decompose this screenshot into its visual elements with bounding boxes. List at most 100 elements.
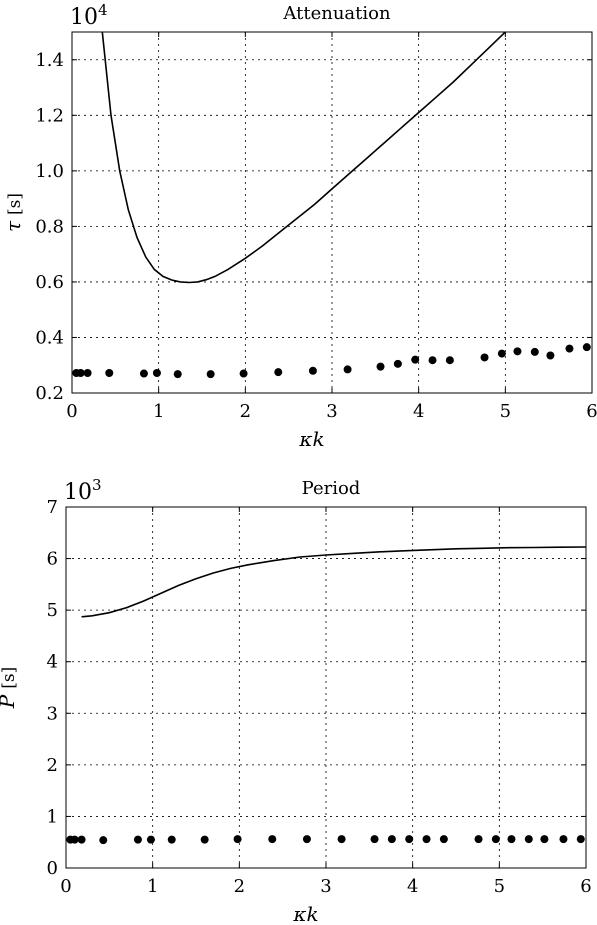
attenuation-x-tick-label: 0: [66, 401, 77, 422]
period-data-point: [200, 835, 209, 844]
period-y-axis-label: P [s]: [0, 667, 19, 709]
period-y-tick-label: 3: [47, 703, 58, 724]
period-y-tick-label: 1: [47, 806, 58, 827]
attenuation-data-point: [139, 369, 148, 378]
period-data-point: [474, 835, 483, 844]
period-data-point: [405, 835, 414, 844]
attenuation-data-point: [411, 355, 420, 364]
period-data-point: [337, 835, 346, 844]
attenuation-data-point: [428, 356, 437, 365]
attenuation-panel: 0 1 2 3 4 5 6 0.2 0.4 0.6 0.8 1.0 1.2 1.4 Attenuation…: [1, 1, 597, 451]
attenuation-x-tick-label: 4: [413, 401, 424, 422]
period-curve: [81, 546, 586, 618]
attenuation-data-point: [445, 356, 454, 365]
attenuation-data-point: [497, 349, 506, 358]
attenuation-scale-label: 104: [70, 1, 108, 30]
period-scale-exp: 3: [92, 476, 102, 494]
period-data-point: [146, 835, 155, 844]
period-x-tick-label: 6: [580, 876, 591, 897]
period-x-axis-label: κk: [292, 902, 318, 925]
period-data-point: [370, 835, 379, 844]
attenuation-ticks: 0 1 2 3 4 5 6 0.2 0.4 0.6 0.8 1.0 1.2 1.4: [35, 32, 597, 422]
period-y-tick-label: 7: [47, 497, 58, 518]
attenuation-y-axis-label: τ [s]: [1, 193, 25, 232]
attenuation-y-tick-label: 1.4: [35, 50, 64, 71]
period-y-tick-label: 0: [47, 858, 58, 879]
period-y-tick-label: 5: [47, 600, 58, 621]
attenuation-data-point: [565, 344, 574, 353]
attenuation-grid: [72, 32, 592, 393]
period-data-point: [524, 835, 533, 844]
attenuation-data-point: [105, 369, 114, 378]
period-data-point: [133, 835, 142, 844]
attenuation-x-tick-label: 2: [240, 401, 251, 422]
period-x-tick-label: 0: [60, 876, 71, 897]
period-data-point: [576, 835, 585, 844]
period-y-symbol: P: [0, 694, 19, 709]
period-data-point: [559, 835, 568, 844]
attenuation-x-tick-label: 5: [500, 401, 511, 422]
period-y-unit: [s]: [0, 667, 19, 689]
attenuation-data-point: [480, 353, 489, 362]
period-data-point: [77, 835, 86, 844]
attenuation-y-unit: [s]: [5, 193, 25, 215]
attenuation-data-point: [206, 370, 215, 379]
period-data-point: [70, 835, 79, 844]
attenuation-y-tick-label: 0.2: [35, 383, 64, 404]
attenuation-y-tick-label: 0.8: [35, 216, 64, 237]
period-data-point: [233, 835, 242, 844]
attenuation-data-point: [546, 351, 555, 360]
period-data-point: [540, 835, 549, 844]
period-y-tick-label: 6: [47, 549, 58, 570]
period-data-point: [167, 835, 176, 844]
attenuation-x-axis-label: κk: [298, 427, 324, 451]
attenuation-y-tick-label: 0.4: [35, 327, 64, 348]
attenuation-x-tick-label: 6: [586, 401, 597, 422]
attenuation-curve: [101, 32, 506, 284]
period-x-tick-label: 3: [320, 876, 331, 897]
period-data-point: [507, 835, 516, 844]
attenuation-x-tick-label: 1: [153, 401, 164, 422]
period-y-tick-label: 4: [47, 652, 58, 673]
period-data-point: [268, 835, 277, 844]
attenuation-scale-exp: 4: [98, 1, 108, 19]
attenuation-data-point: [376, 362, 385, 371]
attenuation-x-tick-label: 3: [326, 401, 337, 422]
attenuation-y-tick-label: 0.6: [35, 272, 64, 293]
attenuation-data-point: [152, 369, 161, 378]
attenuation-title: Attenuation: [282, 3, 391, 24]
attenuation-data-point: [530, 347, 539, 356]
attenuation-data-point: [239, 369, 248, 378]
attenuation-data-point: [83, 369, 92, 378]
period-x-tick-label: 2: [234, 876, 245, 897]
attenuation-data-point: [308, 366, 317, 375]
period-points: [66, 835, 585, 845]
period-data-point: [302, 835, 311, 844]
period-data-point: [422, 835, 431, 844]
attenuation-y-tick-label: 1.2: [35, 105, 64, 126]
period-data-point: [387, 835, 396, 844]
period-y-tick-label: 2: [47, 755, 58, 776]
period-x-tick-label: 5: [494, 876, 505, 897]
attenuation-data-point: [76, 369, 85, 378]
attenuation-points: [72, 343, 591, 379]
period-data-point: [491, 835, 500, 844]
period-data-point: [99, 836, 108, 845]
attenuation-data-point: [582, 343, 591, 352]
attenuation-data-point: [343, 365, 352, 374]
period-x-tick-label: 4: [407, 876, 418, 897]
period-data-point: [439, 835, 448, 844]
attenuation-data-point: [274, 368, 283, 377]
period-x-tick-label: 1: [147, 876, 158, 897]
period-scale-label: 103: [64, 476, 102, 505]
attenuation-data-point: [513, 347, 522, 356]
attenuation-y-tick-label: 1.0: [35, 161, 64, 182]
period-scale-base: 10: [64, 480, 92, 505]
attenuation-data-point: [393, 359, 402, 368]
period-ticks: 0 1 2 3 4 5 6 0 1 2 3 4 5 6 7: [47, 497, 592, 897]
attenuation-scale-base: 10: [70, 5, 98, 30]
period-title: Period: [302, 478, 361, 499]
period-grid: [66, 507, 586, 868]
